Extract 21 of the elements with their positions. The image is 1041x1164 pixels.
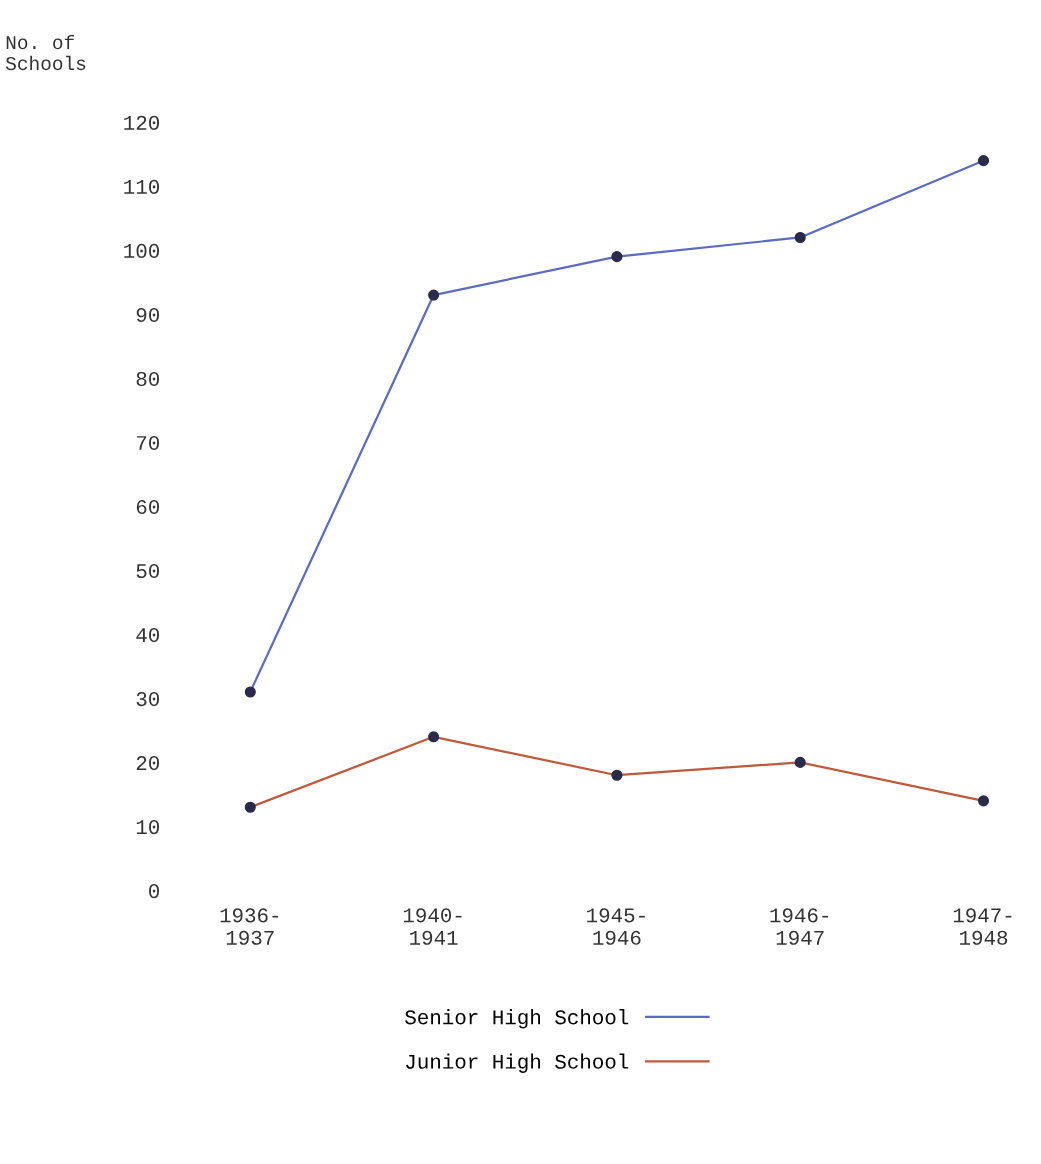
y-tick-label: 10 xyxy=(136,820,160,835)
legend-label: Senior High School xyxy=(405,1009,629,1029)
y-axis-title: No. of Schools xyxy=(5,34,86,71)
x-tick-label: 1946- 1947 xyxy=(770,908,829,945)
y-tick-label: 60 xyxy=(136,499,160,515)
x-tick-label: 1945- 1946 xyxy=(587,908,645,945)
y-tick-label: 110 xyxy=(124,179,160,194)
y-tick-label: 70 xyxy=(136,435,160,451)
y-tick-label: 90 xyxy=(136,307,160,323)
x-tick-label: 1936- 1937 xyxy=(220,908,279,945)
y-tick-label: 30 xyxy=(136,692,160,707)
x-tick-label: 1940- 1941 xyxy=(403,908,462,945)
y-tick-label: 40 xyxy=(136,627,160,643)
y-tick-label: 50 xyxy=(136,563,160,579)
y-tick-label: 120 xyxy=(124,115,160,130)
legend-label: Junior High School xyxy=(406,1053,629,1073)
y-tick-label: 80 xyxy=(136,371,160,387)
x-tick-label: 1947- 1948 xyxy=(953,908,1012,945)
y-tick-label: 0 xyxy=(149,884,160,899)
y-tick-label: 20 xyxy=(136,756,160,771)
y-tick-label: 100 xyxy=(124,243,160,259)
